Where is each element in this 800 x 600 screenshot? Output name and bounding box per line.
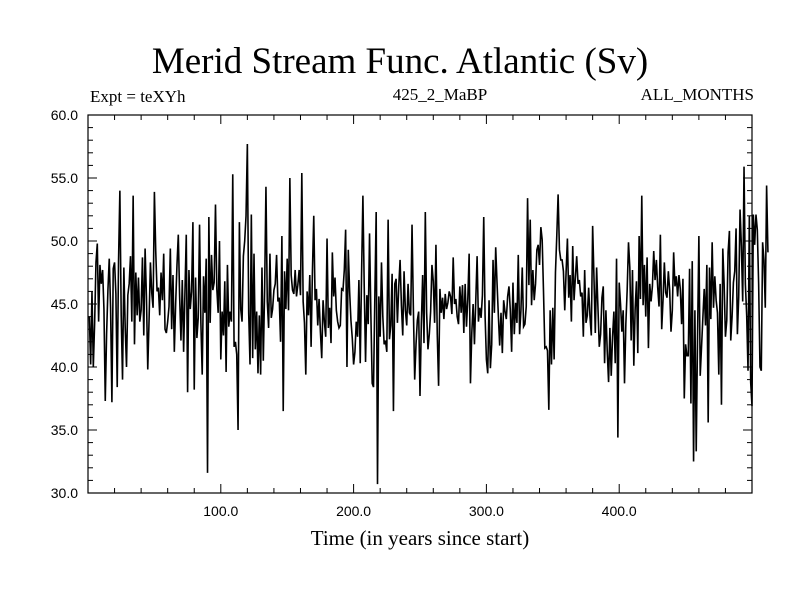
y-tick-label: 60.0 [51, 107, 78, 123]
y-tick-label: 50.0 [51, 233, 78, 249]
experiment-label: Expt = teXYh [90, 87, 186, 106]
x-tick-label: 400.0 [602, 503, 637, 519]
series-line [88, 143, 769, 485]
x-tick-label: 200.0 [336, 503, 371, 519]
x-tick-label: 100.0 [203, 503, 238, 519]
chart-title: Merid Stream Func. Atlantic (Sv) [151, 41, 649, 82]
x-tick-label: 300.0 [469, 503, 504, 519]
y-tick-label: 45.0 [51, 296, 78, 312]
y-tick-label: 35.0 [51, 422, 78, 438]
x-axis-label: Time (in years since start) [310, 526, 530, 550]
period-label: 425_2_MaBP [392, 85, 488, 104]
months-label: ALL_MONTHS [640, 85, 754, 104]
y-tick-label: 55.0 [51, 170, 78, 186]
y-tick-label: 40.0 [51, 359, 78, 375]
y-tick-label: 30.0 [51, 485, 78, 501]
